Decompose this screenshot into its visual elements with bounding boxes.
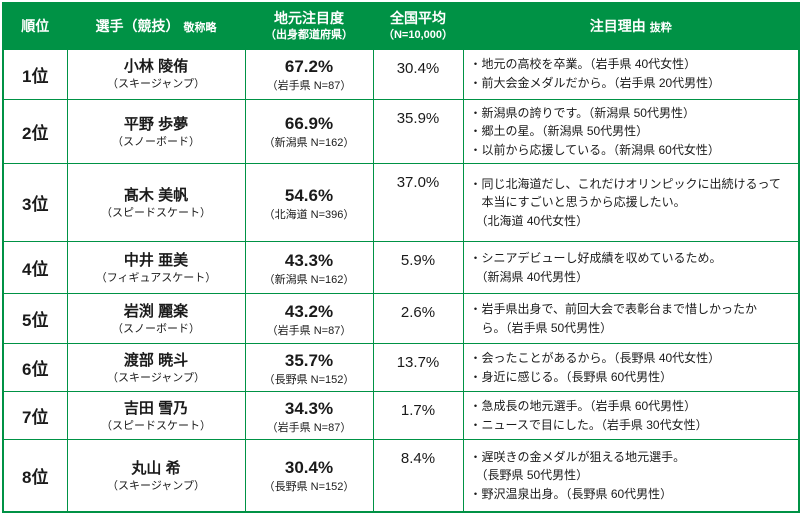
table-row: 2位 平野 歩夢 （スノーボード） 66.9% （新潟県 N=162） 35.9% … [2, 98, 800, 165]
athlete-sport: （スキージャンプ） [107, 78, 205, 91]
local-rate-value: 30.4% [284, 458, 334, 478]
athlete-sport: （スピードスケート） [101, 207, 211, 220]
local-rate-cell: 54.6% （北海道 N=396） [244, 163, 374, 243]
national-avg-value: 30.4% [372, 48, 464, 100]
local-rate-value: 43.2% [284, 301, 334, 321]
athlete-cell: 渡部 暁斗 （スキージャンプ） [66, 343, 246, 393]
local-rate-value: 54.6% [284, 185, 334, 205]
national-avg-value: 35.9% [372, 98, 464, 165]
athlete-cell: 丸山 希 （スキージャンプ） [66, 439, 246, 513]
local-attention-ranking-table: 順位 選手（競技） 敬称略 地元注目度 （出身都道府県） 全国平均 （N=10,000… [2, 2, 800, 513]
national-avg-value: 13.7% [372, 343, 464, 393]
athlete-cell: 岩渕 麗楽 （スノーボード） [66, 293, 246, 345]
local-rate-cell: 35.7% （長野県 N=152） [244, 343, 374, 393]
local-rate-cell: 66.9% （新潟県 N=162） [244, 98, 374, 165]
header-row: 順位 選手（競技） 敬称略 地元注目度 （出身都道府県） 全国平均 （N=10,000… [2, 2, 800, 50]
athlete-header-cell: 選手（競技） 敬称略 [66, 2, 246, 50]
local-sample: （長野県 N=152） [263, 481, 355, 494]
row-rank: 7位 [2, 391, 68, 441]
national-avg-value: 5.9% [372, 241, 464, 295]
athlete-cell: 中井 亜美 （フィギュアスケート） [66, 241, 246, 295]
local-sample: （岩手県 N=87） [266, 79, 352, 92]
reasons-text: ・遅咲きの金メダルが狙える地元選手。 （長野県 50代男性） ・野沢温泉出身。（… [462, 439, 800, 513]
local-sample: （岩手県 N=87） [266, 324, 352, 337]
table-row: 7位 吉田 雪乃 （スピードスケート） 34.3% （岩手県 N=87） 1.7% … [2, 391, 800, 441]
local-rate-value: 34.3% [284, 398, 334, 418]
table-row: 5位 岩渕 麗楽 （スノーボード） 43.2% （岩手県 N=87） 2.6% ・岩… [2, 293, 800, 345]
reasons-text: ・地元の高校を卒業。（岩手県 40代女性） ・前大会金メダルだから。（岩手県 2… [462, 48, 800, 100]
table-row: 6位 渡部 暁斗 （スキージャンプ） 35.7% （長野県 N=152） 13.7%… [2, 343, 800, 393]
athlete-sport: （スノーボード） [112, 323, 200, 336]
reason-header-note: 抜粋 [649, 21, 672, 34]
athlete-cell: 平野 歩夢 （スノーボード） [66, 98, 246, 165]
athlete-name: 中井 亜美 [123, 252, 189, 270]
rank-header-cell: 順位 [2, 2, 68, 50]
reasons-text: ・同じ北海道だし、これだけオリンピックに出続けるって 本当にすごいと思うから応援… [462, 163, 800, 243]
local-sample: （新潟県 N=162） [263, 273, 355, 286]
reasons-text: ・岩手県出身で、前回大会で表彰台まで惜しかったか ら。（岩手県 50代男性） [462, 293, 800, 345]
national-avg-value: 37.0% [372, 163, 464, 243]
local-rate-header-cell: 地元注目度 （出身都道府県） [244, 2, 374, 50]
row-rank: 4位 [2, 241, 68, 295]
local-sample: （新潟県 N=162） [263, 137, 355, 150]
row-rank: 1位 [2, 48, 68, 100]
athlete-name: 渡部 暁斗 [123, 352, 189, 370]
reasons-text: ・シニアデビューし好成績を収めているため。 （新潟県 40代男性） [462, 241, 800, 295]
row-rank: 3位 [2, 163, 68, 243]
row-rank: 8位 [2, 439, 68, 513]
national-avg-header-sub: （N=10,000） [382, 29, 453, 42]
row-rank: 5位 [2, 293, 68, 345]
national-avg-header-label: 全国平均 [390, 10, 446, 27]
national-avg-value: 8.4% [372, 439, 464, 513]
local-rate-cell: 43.2% （岩手県 N=87） [244, 293, 374, 345]
athlete-header-label: 選手（競技） [95, 17, 180, 34]
local-rate-value: 35.7% [284, 350, 334, 370]
reason-header-cell: 注目理由 抜粋 [462, 2, 800, 50]
local-rate-cell: 67.2% （岩手県 N=87） [244, 48, 374, 100]
athlete-name: 丸山 希 [131, 459, 181, 477]
table-row: 3位 髙木 美帆 （スピードスケート） 54.6% （北海道 N=396） 37.0… [2, 163, 800, 243]
table-row: 1位 小林 陵侑 （スキージャンプ） 67.2% （岩手県 N=87） 30.4% … [2, 48, 800, 100]
athlete-name: 平野 歩夢 [123, 115, 189, 133]
local-sample: （北海道 N=396） [263, 208, 355, 221]
athlete-cell: 髙木 美帆 （スピードスケート） [66, 163, 246, 243]
reasons-text: ・新潟県の誇りです。（新潟県 50代男性） ・郷土の星。（新潟県 50代男性） … [462, 98, 800, 165]
athlete-cell: 吉田 雪乃 （スピードスケート） [66, 391, 246, 441]
row-rank: 6位 [2, 343, 68, 393]
athlete-name: 小林 陵侑 [123, 58, 189, 76]
athlete-sport: （スキージャンプ） [107, 372, 205, 385]
local-rate-header-label: 地元注目度 [274, 10, 344, 27]
local-rate-cell: 43.3% （新潟県 N=162） [244, 241, 374, 295]
table-row: 4位 中井 亜美 （フィギュアスケート） 43.3% （新潟県 N=162） 5.9… [2, 241, 800, 295]
local-rate-value: 43.3% [284, 250, 334, 270]
local-rate-cell: 30.4% （長野県 N=152） [244, 439, 374, 513]
athlete-header-note: 敬称略 [183, 21, 217, 34]
local-rate-header-sub: （出身都道府県） [265, 29, 353, 42]
reasons-text: ・急成長の地元選手。（岩手県 60代男性） ・ニュースで目にした。（岩手県 30… [462, 391, 800, 441]
athlete-sport: （スピードスケート） [101, 420, 211, 433]
athlete-sport: （スノーボード） [112, 135, 200, 148]
athlete-name: 岩渕 麗楽 [123, 303, 189, 321]
national-avg-value: 2.6% [372, 293, 464, 345]
national-avg-value: 1.7% [372, 391, 464, 441]
athlete-name: 吉田 雪乃 [123, 400, 189, 418]
reason-header-label: 注目理由 [589, 17, 646, 34]
rank-header-label: 順位 [21, 17, 50, 34]
row-rank: 2位 [2, 98, 68, 165]
national-avg-header-cell: 全国平均 （N=10,000） [372, 2, 464, 50]
athlete-sport: （フィギュアスケート） [95, 272, 217, 285]
reasons-text: ・会ったことがあるから。（長野県 40代女性） ・身近に感じる。（長野県 60代… [462, 343, 800, 393]
local-rate-value: 66.9% [284, 114, 334, 134]
local-sample: （長野県 N=152） [263, 373, 355, 386]
athlete-cell: 小林 陵侑 （スキージャンプ） [66, 48, 246, 100]
local-sample: （岩手県 N=87） [266, 421, 352, 434]
athlete-name: 髙木 美帆 [123, 187, 189, 205]
table-row: 8位 丸山 希 （スキージャンプ） 30.4% （長野県 N=152） 8.4% ・… [2, 439, 800, 513]
local-rate-cell: 34.3% （岩手県 N=87） [244, 391, 374, 441]
local-rate-value: 67.2% [284, 56, 334, 76]
athlete-sport: （スキージャンプ） [107, 479, 205, 492]
